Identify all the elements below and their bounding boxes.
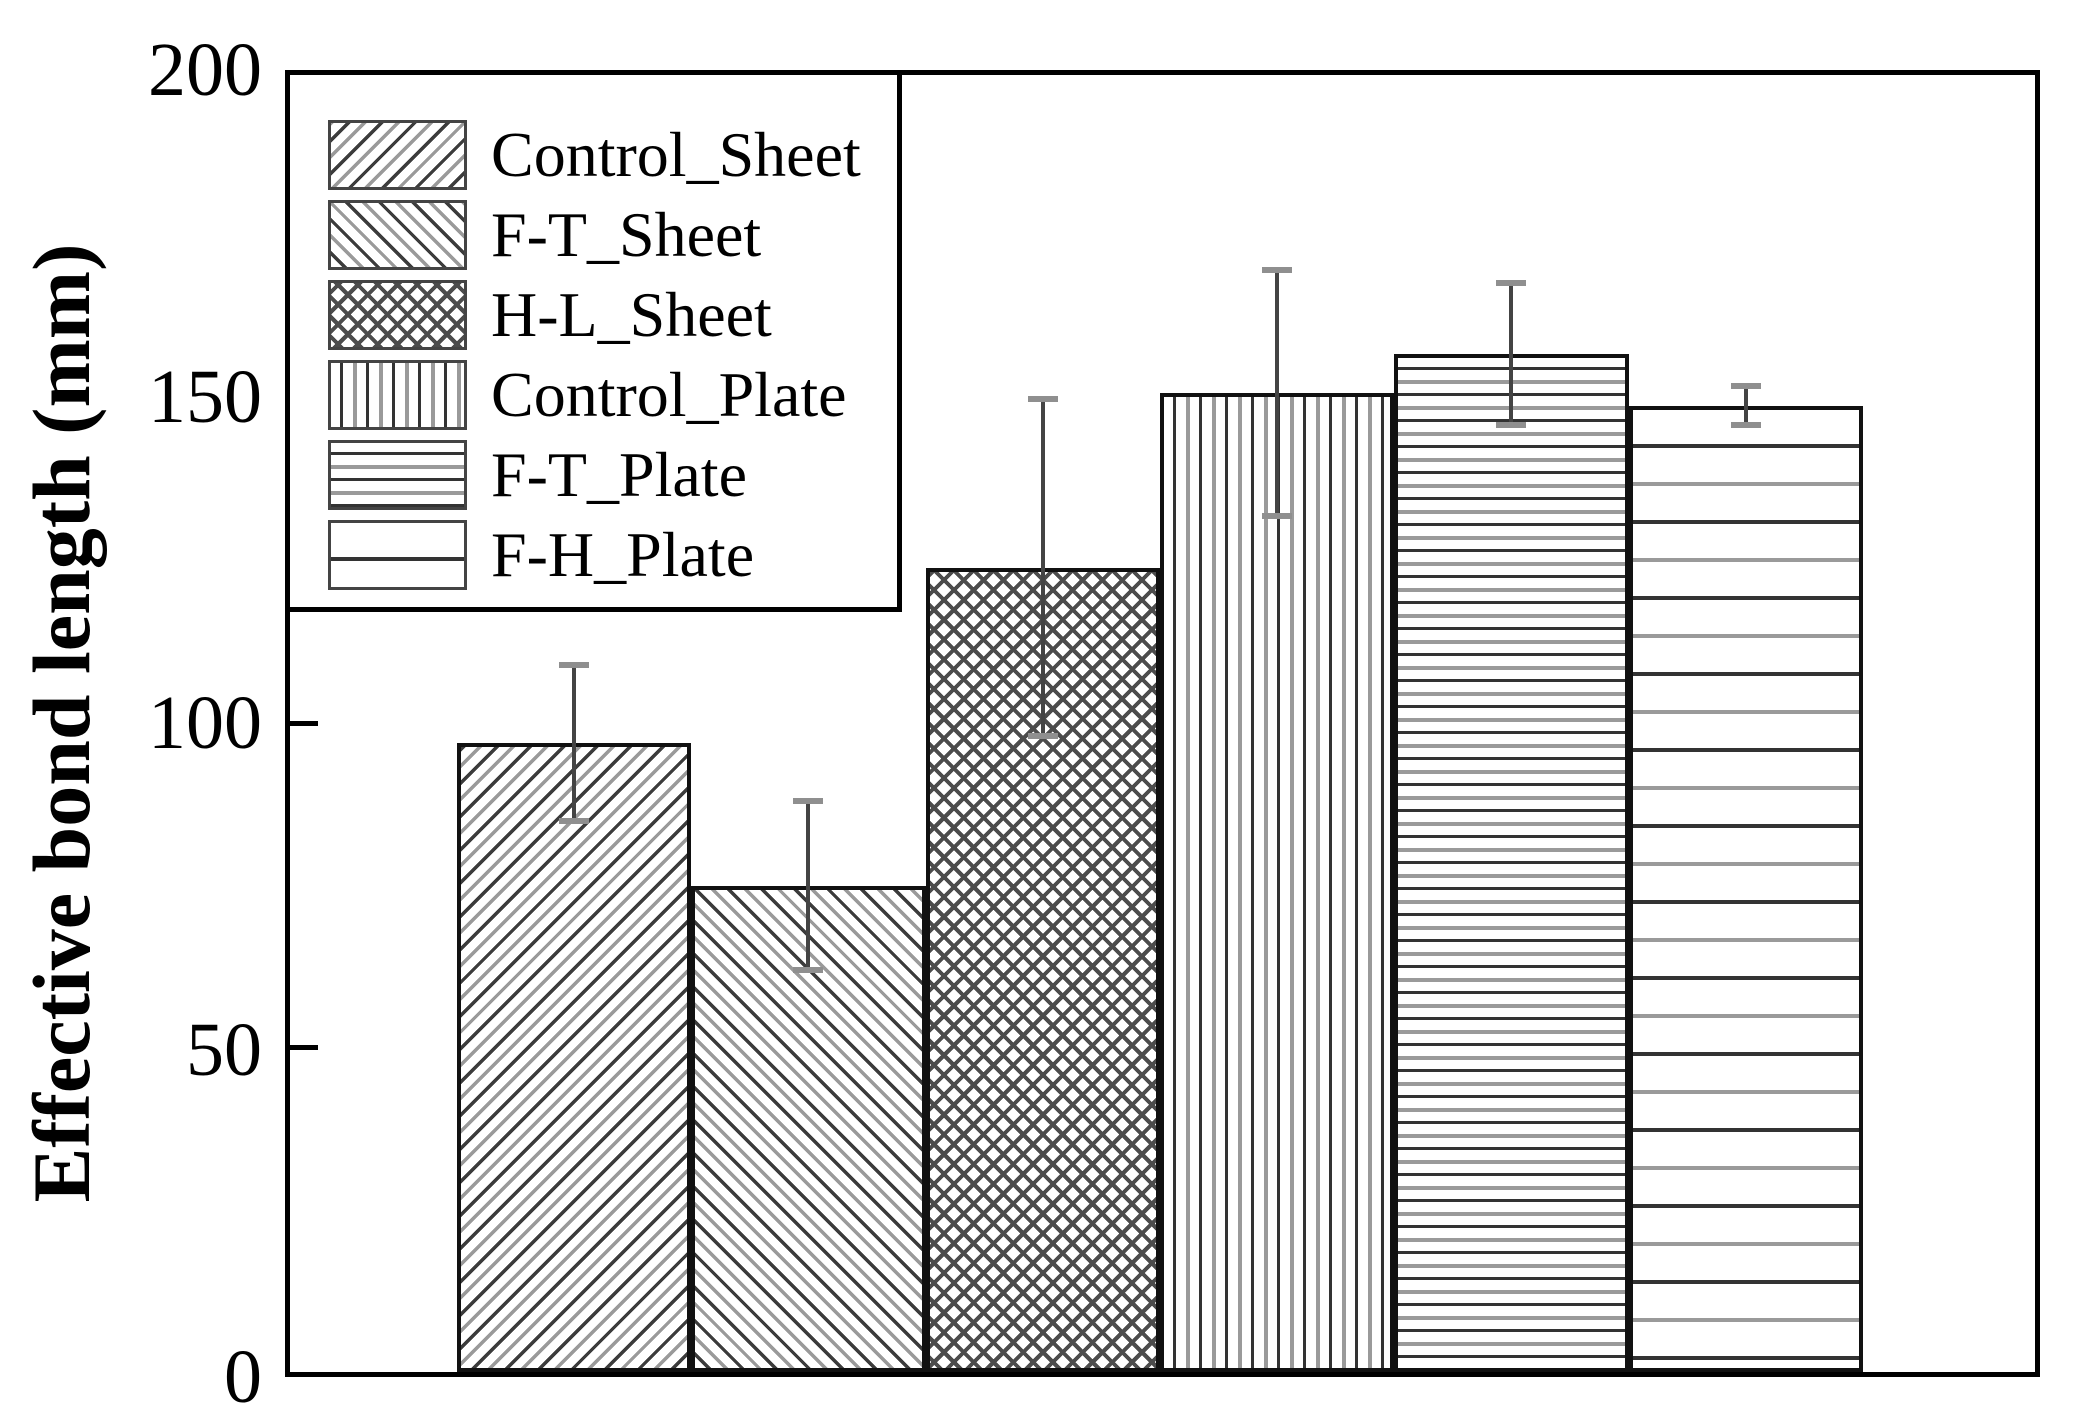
y-tick-label-50: 50 bbox=[186, 1008, 262, 1092]
error-bar-cap-top-H-L_Sheet bbox=[1027, 396, 1058, 403]
y-tick-label-100: 100 bbox=[148, 681, 262, 765]
y-tickmark-100 bbox=[290, 721, 318, 726]
error-bar-stem-H-L_Sheet bbox=[1040, 399, 1045, 737]
error-bar-cap-top-Control_Plate bbox=[1262, 266, 1293, 273]
bar-F-T_Plate bbox=[1394, 353, 1629, 1372]
legend-swatch-diag-up-icon bbox=[328, 120, 467, 190]
legend-label: Control_Sheet bbox=[491, 119, 861, 190]
error-bar-stem-Control_Plate bbox=[1275, 269, 1280, 516]
bar-Control_Plate bbox=[1159, 392, 1395, 1372]
error-bar-cap-bottom-F-T_Plate bbox=[1496, 422, 1527, 429]
legend-item-F-T_Plate: F-T_Plate bbox=[290, 435, 897, 515]
legend-item-F-H_Plate: F-H_Plate bbox=[290, 515, 897, 595]
legend-label: F-H_Plate bbox=[491, 519, 755, 590]
error-bar-cap-top-F-T_Plate bbox=[1496, 279, 1527, 286]
legend-item-Control_Sheet: Control_Sheet bbox=[290, 115, 897, 195]
legend-label: F-T_Sheet bbox=[491, 199, 762, 270]
plot-area: Control_Sheet F-T_Sheet H-L_Sheet Control_P… bbox=[285, 70, 2040, 1377]
legend-swatch-cross-icon bbox=[328, 280, 467, 350]
error-bar-stem-F-T_Sheet bbox=[806, 801, 811, 970]
legend-swatch-hdense-icon bbox=[328, 440, 467, 510]
bar-Control_Sheet bbox=[457, 742, 692, 1372]
legend-swatch-vert-icon bbox=[328, 360, 467, 430]
y-tick-label-0: 0 bbox=[224, 1335, 262, 1419]
error-bar-cap-top-F-H_Plate bbox=[1730, 383, 1761, 390]
error-bar-stem-F-T_Plate bbox=[1509, 282, 1514, 426]
error-bar-stem-F-H_Plate bbox=[1743, 386, 1748, 426]
error-bar-cap-bottom-Control_Plate bbox=[1262, 512, 1293, 519]
y-tickmark-50 bbox=[290, 1045, 318, 1050]
error-bar-cap-top-Control_Sheet bbox=[559, 662, 590, 669]
error-bar-cap-bottom-Control_Sheet bbox=[559, 817, 590, 824]
legend-label: Control_Plate bbox=[491, 359, 847, 430]
y-tick-label-200: 200 bbox=[148, 28, 262, 112]
error-bar-cap-bottom-F-H_Plate bbox=[1730, 422, 1761, 429]
legend-item-F-T_Sheet: F-T_Sheet bbox=[290, 195, 897, 275]
legend-swatch-hsparse-icon bbox=[328, 520, 467, 590]
legend-swatch-diag-down-icon bbox=[328, 200, 467, 270]
error-bar-stem-Control_Sheet bbox=[572, 665, 577, 821]
legend-label: F-T_Plate bbox=[491, 439, 747, 510]
y-tick-label-150: 150 bbox=[148, 355, 262, 439]
plot-inner: Control_Sheet F-T_Sheet H-L_Sheet Control_P… bbox=[290, 75, 2035, 1372]
error-bar-cap-top-F-T_Sheet bbox=[793, 798, 824, 805]
error-bar-cap-bottom-H-L_Sheet bbox=[1027, 733, 1058, 740]
legend-item-Control_Plate: Control_Plate bbox=[290, 355, 897, 435]
legend-label: H-L_Sheet bbox=[491, 279, 772, 350]
error-bar-cap-bottom-F-T_Sheet bbox=[793, 966, 824, 973]
legend-item-H-L_Sheet: H-L_Sheet bbox=[290, 275, 897, 355]
legend: Control_Sheet F-T_Sheet H-L_Sheet Control_P… bbox=[290, 75, 902, 612]
bar-F-H_Plate bbox=[1628, 405, 1863, 1372]
